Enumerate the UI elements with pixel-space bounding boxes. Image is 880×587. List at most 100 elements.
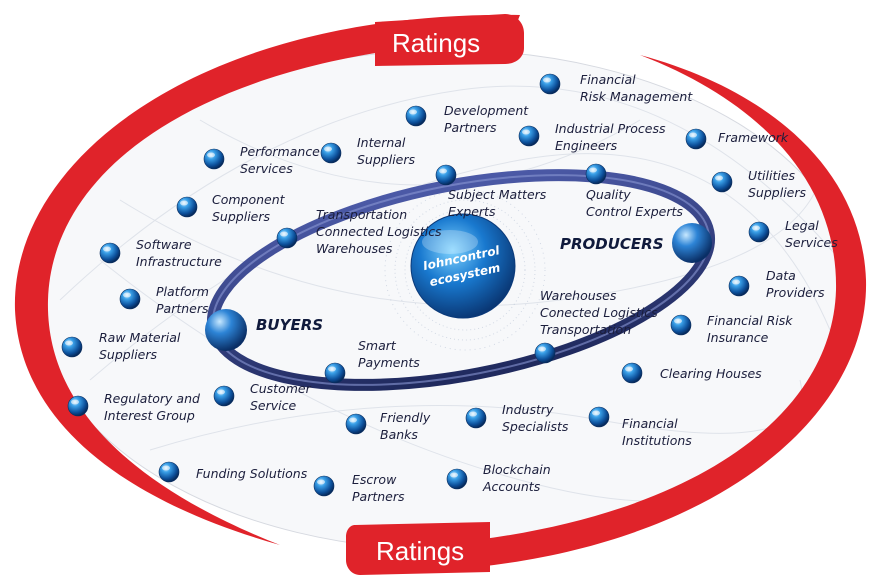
node-label: Regulatory and: [104, 391, 200, 406]
node-label: Legal: [785, 218, 819, 233]
node-sphere-icon: [435, 164, 457, 186]
node-regulatory-interest-group: Regulatory and Interest Group: [67, 391, 200, 423]
node-blockchain-accounts: Blockchain Accounts: [446, 462, 551, 494]
node-framework: Framework: [685, 128, 789, 150]
node-sphere-shine: [732, 279, 740, 285]
node-label: Conected Logistics: [540, 305, 658, 320]
node-label: Component: [212, 192, 286, 207]
node-sphere-icon: [670, 314, 692, 336]
node-label: Customer: [250, 381, 312, 396]
node-label: Performance: [240, 144, 320, 159]
node-sphere-icon: [203, 148, 225, 170]
node-sphere-shine: [522, 129, 530, 135]
node-internal-suppliers: Internal Suppliers: [320, 135, 416, 167]
node-sphere-shine: [180, 200, 188, 206]
node-sphere-icon: [61, 336, 83, 358]
node-sphere-shine: [592, 410, 600, 416]
node-sphere-shine: [715, 175, 723, 181]
node-sphere-shine: [324, 146, 332, 152]
node-customer-service: Customer Service: [213, 381, 312, 413]
node-sphere-shine: [589, 167, 597, 173]
node-label: Warehouses: [316, 241, 393, 256]
node-label: Providers: [766, 285, 825, 300]
producers-label: PRODUCERS: [560, 235, 664, 253]
node-sphere-shine: [217, 389, 225, 395]
buyers-hub: [205, 309, 247, 351]
node-label: Suppliers: [748, 185, 807, 200]
node-label: Partners: [156, 301, 209, 316]
node-sphere-shine: [349, 417, 357, 423]
node-sphere-shine: [625, 366, 633, 372]
node-sphere-icon: [345, 413, 367, 435]
node-legal-services: Legal Services: [748, 218, 838, 250]
node-sphere-shine: [328, 366, 336, 372]
node-sphere-icon: [534, 342, 556, 364]
node-label: Escrow: [352, 472, 397, 487]
node-utilities-suppliers: Utilities Suppliers: [711, 168, 807, 200]
node-sphere-icon: [158, 461, 180, 483]
node-financial-risk-management: Financial Risk Management: [539, 72, 693, 104]
node-sphere-icon: [320, 142, 342, 164]
node-sphere-shine: [123, 292, 131, 298]
node-label: Framework: [718, 130, 789, 145]
node-sphere-shine: [409, 109, 417, 115]
node-subject-matters-experts: Subject Matters Experts: [435, 164, 547, 219]
node-financial-risk-insurance: Financial Risk Insurance: [670, 313, 793, 345]
node-sphere-shine: [71, 399, 79, 405]
node-label: Transportation: [316, 207, 407, 222]
node-industry-specialists: Industry Specialists: [465, 402, 569, 434]
node-label: Experts: [448, 204, 496, 219]
node-label: Services: [240, 161, 293, 176]
node-sphere-icon: [711, 171, 733, 193]
node-development-partners: Development Partners: [405, 103, 529, 135]
node-sphere-icon: [465, 407, 487, 429]
node-label: Platform: [156, 284, 209, 299]
node-label: Financial: [622, 416, 678, 431]
node-sphere-icon: [176, 196, 198, 218]
node-label: Partners: [352, 489, 405, 504]
node-sphere-icon: [621, 362, 643, 384]
node-label: Clearing Houses: [660, 366, 762, 381]
node-label: Software: [136, 237, 192, 252]
node-sphere-shine: [103, 246, 111, 252]
nodes-layer: Financial Risk Management Development Partn…: [61, 72, 838, 504]
node-label: Development: [444, 103, 529, 118]
core-sphere-shine: [422, 230, 478, 254]
node-sphere-shine: [689, 132, 697, 138]
node-industrial-process-engineers: Industrial Process Engineers: [518, 121, 666, 153]
node-sphere-icon: [539, 73, 561, 95]
node-label: Suppliers: [212, 209, 271, 224]
node-label: Utilities: [748, 168, 796, 183]
node-label: Transportation: [540, 322, 631, 337]
node-component-suppliers: Component Suppliers: [176, 192, 286, 224]
node-sphere-icon: [685, 128, 707, 150]
node-sphere-icon: [585, 163, 607, 185]
node-label: Insurance: [707, 330, 769, 345]
node-clearing-houses: Clearing Houses: [621, 362, 762, 384]
node-sphere-shine: [162, 465, 170, 471]
node-escrow-partners: Escrow Partners: [313, 472, 405, 504]
node-warehouses-logistics-transportation: Warehouses Conected Logistics Transportati…: [534, 288, 658, 364]
node-label: Risk Management: [580, 89, 693, 104]
node-friendly-banks: Friendly Banks: [345, 410, 431, 442]
node-sphere-icon: [213, 385, 235, 407]
node-sphere-icon: [276, 227, 298, 249]
node-label: Data: [766, 268, 796, 283]
node-label: Service: [250, 398, 297, 413]
node-sphere-shine: [752, 225, 760, 231]
node-sphere-icon: [588, 406, 610, 428]
node-label: Partners: [444, 120, 497, 135]
ratings-banner-top: [375, 14, 524, 66]
node-funding-solutions: Funding Solutions: [158, 461, 308, 483]
node-label: Infrastructure: [136, 254, 222, 269]
ratings-label-bottom: Ratings: [376, 536, 464, 566]
ratings-label-top: Ratings: [392, 28, 480, 58]
node-smart-payments: Smart Payments: [324, 338, 420, 384]
node-label: Industrial Process: [555, 121, 666, 136]
node-label: Financial Risk: [707, 313, 793, 328]
node-label: Funding Solutions: [196, 466, 308, 481]
node-label: Raw Material: [99, 330, 181, 345]
node-sphere-shine: [538, 346, 546, 352]
node-label: Payments: [358, 355, 420, 370]
